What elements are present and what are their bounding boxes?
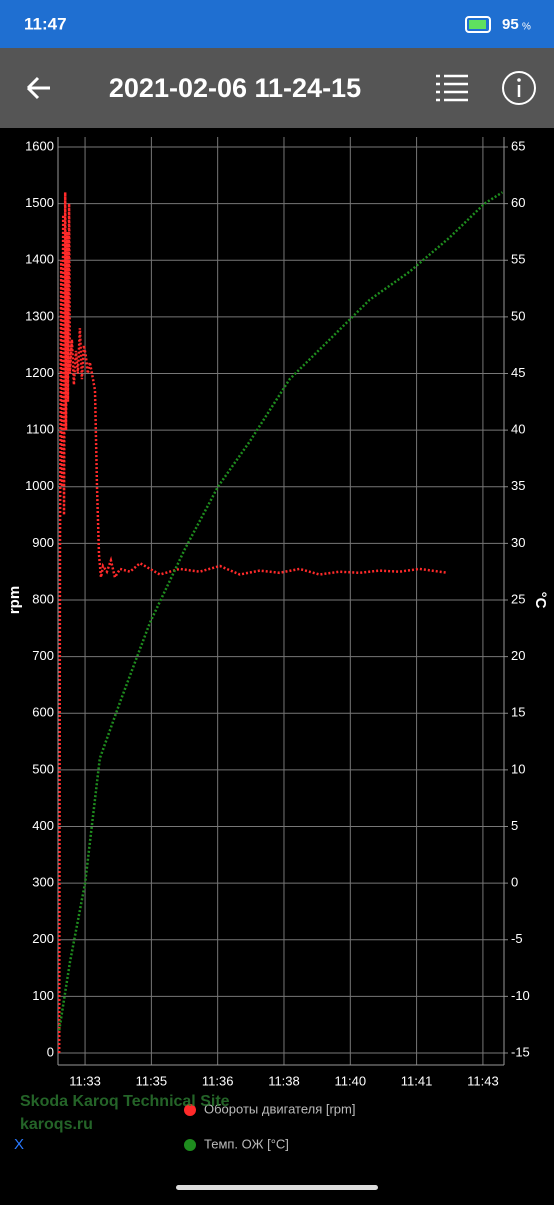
x-tick-label: 11:33 [69,1073,101,1088]
series-line [57,192,448,1054]
y-tick-label: 1500 [25,195,54,210]
x-tick-label: 11:36 [202,1073,234,1088]
y2-axis-label: °C [532,592,549,609]
y-tick-label: 600 [32,705,54,720]
x-tick-label: 11:41 [401,1073,433,1088]
y-tick-label: 300 [32,875,54,890]
y-tick-label: 100 [32,988,54,1003]
y2-tick-label: 65 [511,138,525,153]
x-button[interactable]: X [14,1136,24,1153]
plot-frame [57,137,505,1066]
battery-unit: % [522,22,531,33]
y2-tick-label: 60 [511,195,525,210]
toolbar-title: 2021-02-06 11-24-15 [109,73,361,103]
y-tick-label: 1100 [26,422,54,437]
y2-tick-label: 0 [511,875,518,890]
x-tick-label: 11:38 [268,1073,300,1088]
y2-tick-label: -15 [511,1044,530,1059]
y-tick-label: 800 [32,591,54,606]
y2-tick-label: 55 [511,252,525,267]
y2-tick-label: 5 [511,818,518,833]
watermark-line2: karoqs.ru [20,1116,93,1133]
back-button[interactable] [26,76,50,100]
x-tick-label: 11:40 [335,1073,367,1088]
legend-label: Обороты двигателя [rpm] [204,1101,355,1116]
y-tick-label: 1200 [25,365,54,380]
info-button[interactable] [502,71,536,105]
series-line [57,191,504,1031]
battery-level [469,20,486,29]
y-tick-label: 1400 [25,252,54,267]
legend-label: Темп. ОЖ [°C] [204,1136,289,1151]
y-axis-label: rpm [6,586,23,614]
y-tick-label: 200 [32,931,54,946]
y2-tick-label: 25 [511,591,525,606]
battery-percent: 95 [502,16,519,33]
x-tick-label: 11:43 [467,1073,499,1088]
y-tick-label: 1600 [25,138,54,153]
y-tick-label: 900 [32,535,54,550]
list-button[interactable] [436,74,468,102]
y2-tick-label: 50 [511,308,525,323]
y-tick-label: 500 [32,761,54,776]
status-time: 11:47 [24,14,67,33]
y2-tick-label: 40 [511,422,525,437]
y2-tick-label: 20 [511,648,525,663]
y2-tick-label: 30 [511,535,525,550]
y-tick-label: 400 [32,818,54,833]
toolbar [0,48,554,128]
y-tick-label: 1000 [25,478,54,493]
battery-icon [465,16,491,33]
y2-tick-label: 15 [511,705,525,720]
legend-marker [184,1104,196,1116]
y2-tick-label: -5 [511,931,523,946]
nav-handle [176,1185,378,1190]
status-bar [0,0,554,48]
y2-tick-label: 45 [511,365,525,380]
y-tick-label: 1300 [25,308,54,323]
x-tick-label: 11:35 [136,1073,168,1088]
y2-tick-label: -10 [511,988,530,1003]
y2-tick-label: 10 [511,761,525,776]
y2-tick-label: 35 [511,478,525,493]
y-tick-label: 0 [47,1044,54,1059]
watermark-line1: Skoda Karoq Technical Site [20,1093,230,1110]
y-tick-label: 700 [32,648,54,663]
legend-marker [184,1139,196,1151]
plot: 0100200300400500600700800900100011001200… [6,137,549,1151]
